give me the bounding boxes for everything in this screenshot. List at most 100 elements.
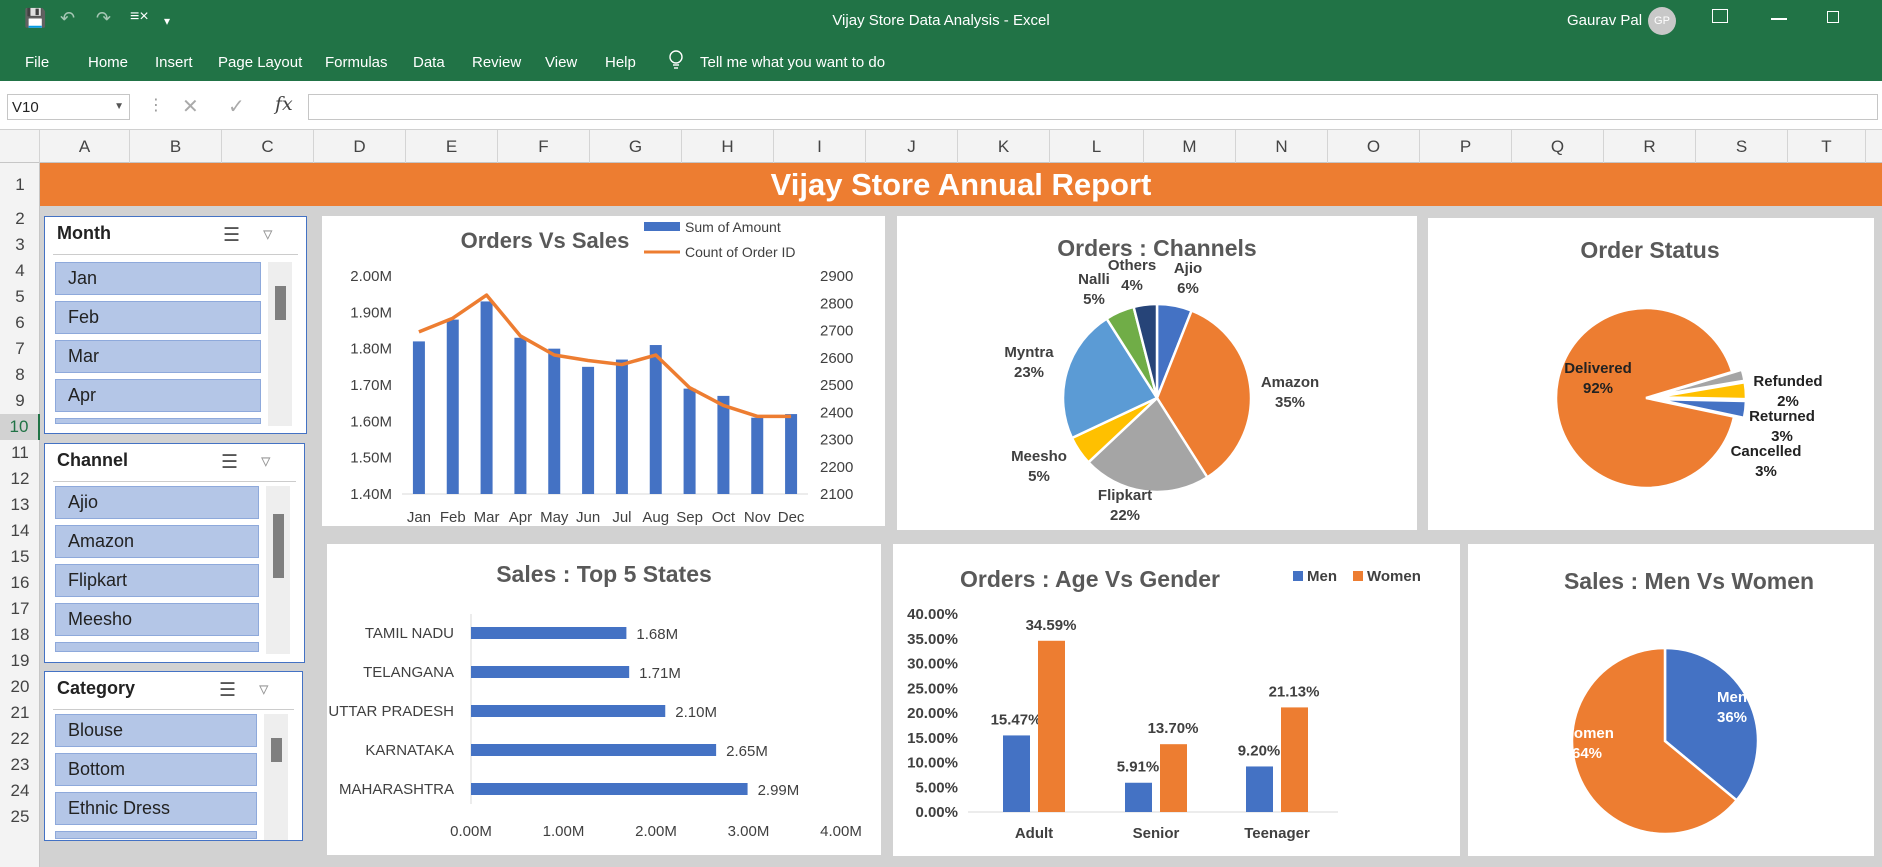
row-header: 2 (15, 209, 25, 228)
clear-filter-icon[interactable]: ▿ (263, 224, 273, 245)
bar-sum-of-amount (480, 301, 493, 494)
row-header: 19 (10, 651, 30, 670)
minimize-icon[interactable] (1771, 18, 1787, 20)
multi-select-icon[interactable]: ☰ (223, 225, 241, 246)
y-tick-label: 15.00% (907, 730, 958, 747)
y2-tick-label: 2900 (820, 268, 853, 285)
x-tick-label: Jan (407, 509, 431, 526)
clear-filter-icon[interactable]: ▿ (261, 451, 271, 472)
multi-select-icon[interactable]: ☰ (221, 452, 239, 473)
chart-title: Orders Vs Sales (461, 228, 630, 253)
slicer-item[interactable]: Ethnic Dress (55, 792, 257, 825)
line-count-of-order-id (418, 293, 792, 419)
slicer-item[interactable]: Mar (55, 340, 261, 373)
x-tick-label: 3.00M (728, 823, 770, 840)
scrollbar-thumb[interactable] (273, 514, 284, 578)
slicer-item[interactable]: Flipkart (55, 564, 259, 597)
tell-me-box[interactable]: Tell me what you want to do (700, 54, 886, 71)
row-header: 20 (10, 677, 30, 696)
tab-file[interactable]: File (25, 54, 50, 71)
x-tick-label: Mar (474, 509, 500, 526)
slicer-item[interactable]: Feb (55, 301, 261, 334)
user-name[interactable]: Gaurav Pal (1567, 12, 1643, 29)
chart-top-5-states[interactable]: Sales : Top 5 States 0.00M 1.00M 2.00M 3.00M… (327, 544, 881, 855)
chart-orders-vs-sales[interactable]: Orders Vs Sales Sum of Amount Count of Ord… (322, 216, 885, 526)
column-header: K (958, 130, 1050, 163)
slicer-item[interactable]: Blouse (55, 714, 257, 747)
scrollbar[interactable] (268, 262, 292, 426)
scrollbar-thumb[interactable] (271, 738, 282, 762)
slicer-item[interactable]: Jan (55, 262, 261, 295)
slicer-channel[interactable]: Channel ☰ ▿ Ajio Amazon Flipkart Meesho (44, 443, 305, 663)
x-tick-label: 1.00M (543, 823, 585, 840)
slicer-title: Category (57, 678, 136, 698)
clear-filter-icon[interactable]: ≡× (130, 8, 149, 25)
redo-icon[interactable]: ↷ (96, 8, 112, 28)
bar-state-sales (471, 744, 717, 756)
chart-orders-channels[interactable]: Orders : Channels Ajio 6% Amazon 35% Flipkart… (897, 216, 1417, 530)
slicer-item[interactable]: Amazon (55, 525, 259, 558)
tab-review[interactable]: Review (472, 54, 522, 71)
y2-tick-label: 2200 (820, 459, 853, 476)
customize-toolbar-icon[interactable]: ▾ (164, 14, 171, 28)
chart-men-vs-women[interactable]: Sales : Men Vs Women Men 36% Women 64% (1468, 544, 1874, 856)
more-options-icon: ⋮ (148, 97, 164, 114)
multi-select-icon[interactable]: ☰ (219, 680, 237, 701)
name-box[interactable]: V10 ▼ (7, 94, 130, 120)
chart-order-status[interactable]: Order Status Delivered 92% Refunded 2% Return… (1428, 218, 1874, 530)
slicer-item-partial[interactable] (55, 418, 261, 424)
avatar[interactable]: GP (1648, 7, 1676, 35)
tab-help[interactable]: Help (605, 54, 636, 71)
title-bar: 💾 ↶ ↷ ≡× ▾ Vijay Store Data Analysis - E… (0, 0, 1882, 44)
tab-page-layout[interactable]: Page Layout (218, 54, 303, 71)
y-tick-label: 1.90M (350, 304, 392, 321)
clear-filter-icon[interactable]: ▿ (259, 679, 269, 700)
cancel-icon[interactable]: ✕ (182, 96, 199, 118)
tab-insert[interactable]: Insert (155, 54, 193, 71)
ribbon-display-icon[interactable] (1712, 9, 1728, 23)
slicer-item-partial[interactable] (55, 642, 259, 652)
scrollbar[interactable] (266, 486, 290, 654)
chart-age-vs-gender[interactable]: Orders : Age Vs Gender Men Women 0.00% 5.00%… (893, 544, 1460, 856)
data-label: 1.68M (636, 626, 678, 643)
select-all-corner (0, 130, 40, 163)
bar-state-sales (471, 705, 666, 717)
data-label: 1.71M (639, 665, 681, 682)
y-tick-label: 1.60M (350, 413, 392, 430)
slicer-item[interactable]: Ajio (55, 486, 259, 519)
tab-data[interactable]: Data (413, 54, 445, 71)
slicer-month[interactable]: Month ☰ ▿ Jan Feb Mar Apr (44, 216, 307, 434)
tab-view[interactable]: View (545, 54, 578, 71)
legend-swatch (644, 222, 680, 231)
formula-input[interactable] (308, 94, 1878, 120)
row-header: 21 (10, 703, 30, 722)
slicer-item[interactable]: Bottom (55, 753, 257, 786)
row-header: 9 (15, 391, 25, 410)
undo-icon[interactable]: ↶ (60, 8, 76, 28)
scrollbar-thumb[interactable] (275, 286, 286, 320)
chevron-down-icon[interactable]: ▼ (114, 101, 124, 112)
bar-women (1281, 707, 1308, 812)
slicer-item-partial[interactable] (55, 831, 257, 839)
bar-sum-of-amount (683, 388, 696, 494)
data-label-value: 92% (1583, 380, 1613, 397)
bar-sum-of-amount (582, 366, 595, 494)
save-icon[interactable]: 💾 (24, 8, 47, 28)
column-header: C (222, 130, 314, 163)
ribbon-tabs: File Home Insert Page Layout Formulas Da… (0, 44, 1882, 81)
chart-title: Sales : Top 5 States (496, 561, 712, 587)
slicer-category[interactable]: Category ☰ ▿ Blouse Bottom Ethnic Dress (44, 671, 303, 841)
restore-icon[interactable] (1827, 11, 1839, 23)
slicer-item[interactable]: Meesho (55, 603, 259, 636)
slicer-item[interactable]: Apr (55, 379, 261, 412)
tab-formulas[interactable]: Formulas (325, 54, 388, 71)
y-tick-label: 10.00% (907, 755, 958, 772)
tab-home[interactable]: Home (88, 54, 129, 71)
row-header: 5 (15, 287, 25, 306)
pie-slice-flipkart (1086, 396, 1210, 494)
column-header: B (130, 130, 222, 163)
enter-icon[interactable]: ✓ (228, 96, 245, 118)
pie-slice-men (1663, 646, 1760, 803)
insert-function-icon[interactable]: fx (275, 93, 293, 115)
scrollbar[interactable] (264, 714, 288, 840)
